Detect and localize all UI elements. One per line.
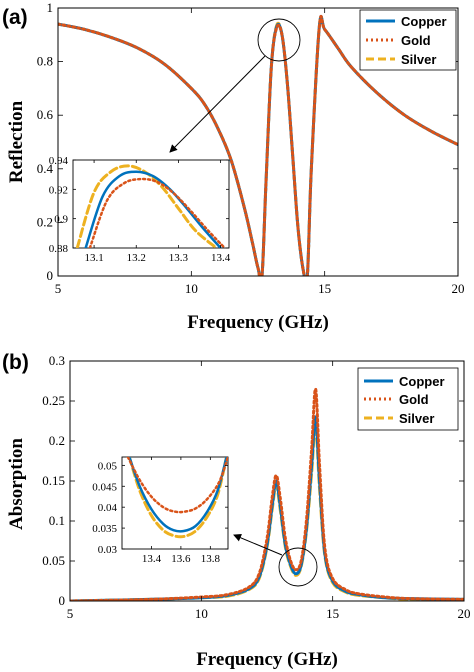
legend-a-copper-label: Copper — [401, 14, 447, 29]
panel-b-y-axis-title: Absorption — [6, 438, 27, 530]
panel-a-zoom-arrow — [169, 55, 266, 153]
panel-a-zoom-circle — [257, 18, 301, 62]
panel-a-y-tick-label: 1 — [47, 0, 54, 15]
panel-b-inset-y-tick-label: 0.04 — [98, 502, 118, 514]
panel-a-y-tick-label: 0.6 — [37, 107, 54, 122]
legend-b-gold-label: Gold — [399, 392, 429, 407]
panel-b-x-ticks: 5 10 15 20 — [67, 361, 471, 621]
panel-b-x-axis-title: Frequency (GHz) — [196, 649, 338, 670]
panel-a-inset-y-tick-label: 0.9 — [54, 214, 68, 226]
panel-b-x-tick-label: 5 — [67, 606, 74, 621]
panel-b-x-tick-label: 10 — [195, 606, 208, 621]
panel-b-inset-x-tick-label: 13.6 — [171, 553, 191, 565]
panel-a-inset-x-tick-label: 13.4 — [211, 252, 231, 264]
panel-a-x-tick-label: 20 — [452, 281, 465, 296]
panel-b-inset-y-tick-label: 0.045 — [92, 481, 117, 493]
panel-a-x-axis-title: Frequency (GHz) — [187, 312, 329, 333]
panel-b-inset: 13.4 13.6 13.8 0.03 0.035 0.04 0.045 0.05 — [92, 456, 229, 565]
panel-a-x-tick-label: 10 — [185, 281, 198, 296]
panel-b-inset-y-tick-label: 0.035 — [92, 523, 117, 535]
panel-a-y-axis-title: Reflection — [6, 100, 27, 183]
panel-a-inset-x-tick-label: 13.1 — [84, 252, 103, 264]
panel-b-inset-series — [126, 457, 228, 539]
panel-a-y-tick-label: 0.8 — [37, 54, 53, 69]
panel-a-inset-copper-line — [84, 170, 222, 248]
panel-a-y-tick-label: 0 — [47, 268, 54, 283]
panel-a-gold-line — [58, 14, 458, 276]
panel-b-inset-x-tick-label: 13.8 — [201, 553, 221, 565]
panel-a-inset-x-tick-label: 13.3 — [169, 252, 189, 264]
panel-b-y-tick-label: 0.05 — [42, 553, 65, 568]
panel-a-label: (a) — [2, 6, 28, 29]
panel-a-inset-series — [75, 164, 227, 248]
panel-b-inset-y-tick-label: 0.03 — [98, 544, 118, 556]
panel-a-x-tick-label: 5 — [55, 281, 62, 296]
panel-a-inset-y-tick-label: 0.88 — [49, 243, 69, 255]
legend-a-silver-label: Silver — [401, 52, 436, 67]
panel-a-x-ticks: 5 10 15 20 — [55, 8, 465, 296]
panel-a-inset-gold-line — [88, 177, 227, 248]
panel-b-x-tick-label: 15 — [326, 606, 339, 621]
panel-b-inset-x-ticks: 13.4 13.6 13.8 — [142, 457, 221, 565]
panel-a-inset-y-ticks: 0.88 0.9 0.92 0.94 — [49, 155, 229, 255]
panel-b-legend: Copper Gold Silver — [357, 367, 459, 431]
panel-b-y-ticks: 0 0.05 0.1 0.15 0.2 0.25 0.3 — [42, 353, 464, 608]
panel-b-inset-copper-line — [128, 457, 228, 533]
panel-a-inset-y-tick-label: 0.94 — [49, 155, 69, 167]
panel-b-x-tick-label: 20 — [458, 606, 471, 621]
panel-b-inset-silver-line — [127, 457, 228, 539]
legend-a-gold-label: Gold — [401, 33, 431, 48]
panel-b-gold-line — [70, 387, 464, 601]
panel-b-y-tick-label: 0.15 — [42, 473, 65, 488]
panel-b-y-tick-label: 0.3 — [49, 353, 65, 368]
panel-a-y-ticks: 0 0.2 0.4 0.6 0.8 1 — [37, 0, 458, 283]
panel-a-x-tick-label: 15 — [318, 281, 331, 296]
panel-b-inset-x-tick-label: 13.4 — [142, 553, 162, 565]
panel-a: (a) 5 10 15 20 0 0.2 0.4 0.6 0.8 1 Frequency (GH… — [2, 0, 465, 333]
legend-b-copper-label: Copper — [399, 374, 445, 389]
panel-b-series — [70, 387, 464, 601]
legend-b-silver-label: Silver — [399, 411, 434, 426]
panel-b-y-tick-label: 0.2 — [49, 433, 65, 448]
panel-b-y-tick-label: 0.25 — [42, 393, 65, 408]
panel-a-y-tick-label: 0.4 — [37, 161, 54, 176]
panel-a-plot-frame — [57, 7, 459, 277]
panel-b-zoom-circle — [278, 547, 318, 587]
panel-a-series — [58, 14, 458, 276]
panel-a-legend: Copper Gold Silver — [359, 9, 457, 71]
panel-a-inset-x-tick-label: 13.2 — [127, 252, 146, 264]
panel-b-inset-gold-line — [126, 457, 228, 514]
panel-b-label: (b) — [2, 351, 29, 374]
panel-b-copper-line — [70, 415, 464, 601]
panel-b-y-tick-label: 0 — [59, 593, 66, 608]
panel-a-inset: 13.1 13.2 13.3 13.4 0.88 0.9 0.92 0.94 — [49, 155, 231, 264]
panel-b-inset-frame — [121, 456, 229, 550]
panel-b-y-tick-label: 0.1 — [49, 513, 65, 528]
panel-b-inset-y-ticks: 0.03 0.035 0.04 0.045 0.05 — [92, 460, 228, 556]
panel-b: (b) 5 10 15 20 0 0.05 0.1 0.15 0.2 0.25 0.3 Frequ… — [2, 351, 471, 670]
panel-b-inset-y-tick-label: 0.05 — [98, 460, 118, 472]
panel-a-inset-x-ticks: 13.1 13.2 13.3 13.4 — [84, 160, 231, 264]
panel-b-zoom-arrow — [233, 534, 283, 556]
panel-a-y-tick-label: 0.2 — [37, 214, 53, 229]
panel-a-inset-frame — [72, 159, 230, 249]
panel-a-inset-y-tick-label: 0.92 — [49, 184, 68, 196]
